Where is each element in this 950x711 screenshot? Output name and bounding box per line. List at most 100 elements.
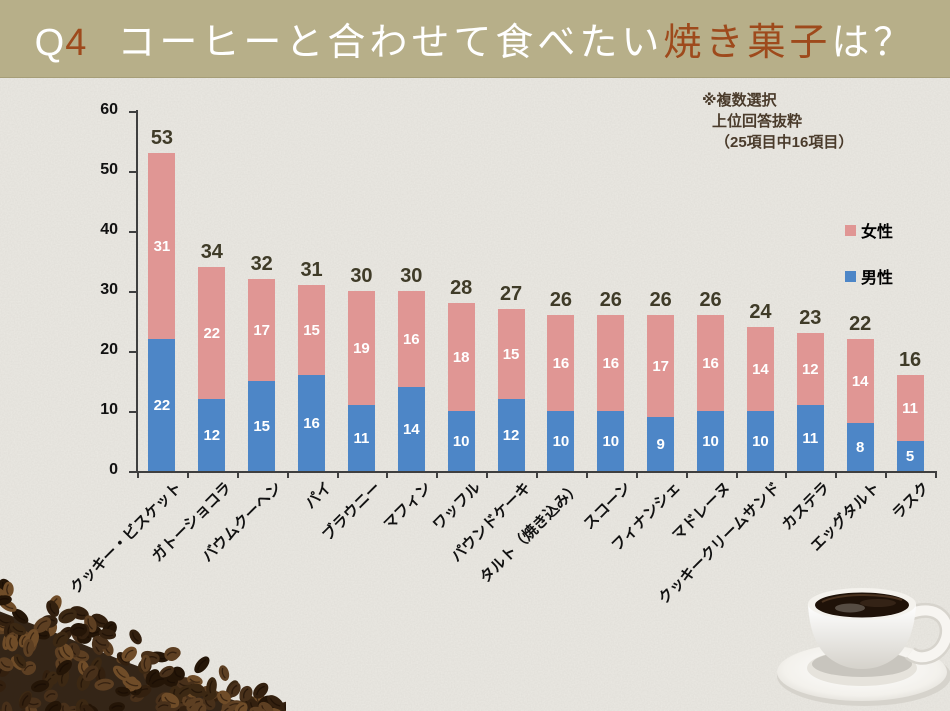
bar-value-label-male: 5 — [905, 447, 915, 465]
y-tick-mark — [129, 231, 136, 233]
x-tick-mark — [286, 471, 289, 478]
legend-label-female: 女性 — [861, 224, 894, 241]
legend-item-female: 女性 — [845, 218, 893, 242]
header: Q4 コーヒーと合わせて食べたい焼き菓子は？ — [0, 0, 950, 78]
bar-segment-male: 10 — [597, 411, 625, 471]
bar-value-label-male: 10 — [602, 432, 620, 450]
bar-total-label: 26 — [599, 289, 622, 311]
bar-segment-male: 12 — [497, 399, 525, 471]
bar-total-label: 27 — [499, 283, 523, 305]
bar-total-label: 24 — [749, 301, 772, 323]
bar-segment-female: 12 — [796, 333, 824, 405]
bar-value-label-female: 14 — [851, 372, 869, 390]
bar-segment-male: 11 — [796, 405, 824, 471]
y-axis-line — [136, 110, 138, 473]
bar-total-label: 22 — [849, 313, 872, 335]
bar-value-label-female: 18 — [452, 348, 470, 366]
y-tick-label: 10 — [100, 401, 118, 418]
bar-segment-male: 10 — [746, 411, 774, 471]
x-tick-mark — [336, 471, 339, 478]
bar-segment-male: 10 — [447, 411, 475, 471]
legend-label-male: 男性 — [861, 270, 894, 287]
bar-total-label: 30 — [400, 265, 423, 287]
legend-item-male: 男性 — [845, 264, 893, 288]
bar-segment-male: 16 — [298, 375, 326, 471]
x-tick-mark — [885, 471, 888, 478]
note-line: ※複数選択 — [702, 92, 777, 109]
x-tick-mark — [685, 471, 688, 478]
bar-segment-female: 15 — [298, 285, 326, 375]
bar-value-label-female: 17 — [652, 357, 670, 375]
title-text-1: コーヒーと合わせて食べたい — [117, 22, 664, 64]
page-title: Q4 コーヒーと合わせて食べたい焼き菓子は？ — [35, 11, 916, 66]
y-tick-label: 40 — [100, 221, 118, 238]
bar-segment-female: 11 — [896, 375, 924, 441]
bar-segment-female: 17 — [647, 315, 675, 417]
y-tick-label: 0 — [109, 461, 118, 478]
bar-total-label: 30 — [350, 265, 373, 287]
note-line: 上位回答抜粋 — [712, 113, 803, 130]
bar-value-label-female: 16 — [602, 354, 620, 372]
annotation-note: ※複数選択 上位回答抜粋 （25項目中16項目） — [702, 90, 853, 153]
bar-segment-female: 16 — [397, 291, 425, 387]
bar-value-label-male: 10 — [752, 432, 769, 450]
bar-total-label: 16 — [898, 349, 922, 371]
bar-total-label: 32 — [250, 253, 273, 275]
bar-segment-female: 16 — [547, 315, 575, 411]
bar-value-label-male: 11 — [353, 429, 370, 447]
coffee-cup-image — [777, 588, 950, 706]
x-tick-mark — [785, 471, 788, 478]
x-tick-mark — [536, 471, 538, 478]
y-tick-label: 50 — [100, 161, 118, 178]
y-tick-label: 30 — [100, 281, 118, 298]
bar-value-label-female: 12 — [801, 360, 819, 378]
y-tick-mark — [129, 171, 136, 173]
bar-segment-male: 12 — [198, 399, 226, 471]
bar-total-label: 26 — [649, 289, 672, 311]
bar-value-label-female: 14 — [752, 360, 769, 378]
question-number: Q4 — [34, 22, 88, 64]
bar-total-label: 26 — [699, 289, 722, 311]
y-tick-mark — [129, 111, 136, 113]
x-tick-mark — [236, 471, 239, 478]
bar-value-label-female: 15 — [502, 345, 520, 363]
title-text-2: は？ — [831, 22, 916, 64]
bar-segment-male: 5 — [896, 441, 924, 471]
x-tick-mark — [585, 471, 588, 478]
category-label: パイ — [301, 479, 335, 513]
bar-value-label-female: 15 — [303, 321, 320, 339]
bar-value-label-male: 8 — [856, 438, 865, 456]
bar-value-label-female: 16 — [402, 330, 420, 348]
bar-value-label-female: 16 — [702, 354, 719, 372]
y-tick-label: 60 — [100, 101, 118, 118]
legend-swatch-male — [845, 270, 856, 282]
bar-value-label-male: 11 — [802, 429, 819, 447]
bar-segment-female: 22 — [198, 267, 226, 399]
bar-value-label-female: 22 — [203, 324, 221, 342]
x-tick-mark — [486, 471, 489, 478]
bar-segment-female: 19 — [347, 291, 375, 405]
bar-value-label-male: 14 — [402, 420, 420, 438]
bar-value-label-male: 9 — [656, 435, 665, 453]
y-tick-mark — [129, 351, 136, 353]
bar-segment-male: 14 — [397, 387, 425, 471]
bar-segment-female: 14 — [846, 339, 874, 423]
bar-segment-female: 17 — [248, 279, 276, 381]
bar-value-label-male: 12 — [502, 426, 520, 444]
bar-segment-male: 10 — [547, 411, 575, 471]
x-tick-mark — [935, 471, 937, 478]
y-tick-mark — [129, 291, 136, 293]
coffee-beans-image — [0, 578, 286, 711]
bar-value-label-female: 11 — [902, 399, 918, 417]
bar-segment-male: 9 — [647, 417, 675, 471]
bar-segment-female: 14 — [746, 327, 774, 411]
bar-total-label: 53 — [150, 127, 174, 149]
category-label: マフィン — [380, 479, 435, 534]
bar-value-label-female: 31 — [153, 237, 171, 255]
bar-value-label-female: 16 — [552, 354, 570, 372]
category-label: ラスク — [889, 479, 934, 523]
bar-segment-female: 15 — [497, 309, 525, 399]
bar-value-label-male: 22 — [153, 396, 171, 414]
bar-value-label-male: 10 — [552, 432, 570, 450]
